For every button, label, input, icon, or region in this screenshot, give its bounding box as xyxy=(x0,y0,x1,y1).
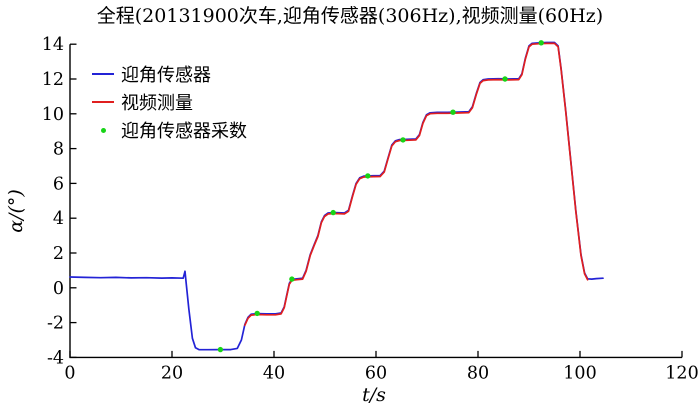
y-axis-label: α/(°) xyxy=(5,189,27,233)
red-line-swatch xyxy=(92,100,118,104)
y-tick-label: -2 xyxy=(47,314,64,334)
x-tick-label: 80 xyxy=(467,363,489,383)
legend-item-video: 视频测量 xyxy=(92,88,247,116)
x-tick-label: 40 xyxy=(263,363,285,383)
sample-point xyxy=(330,209,336,216)
y-tick-label: 2 xyxy=(53,244,64,264)
legend-item-sensor: 迎角传感器 xyxy=(92,60,247,88)
video-line-sample xyxy=(92,100,114,104)
legend-label: 迎角传感器采数 xyxy=(121,121,247,142)
y-tick-label: 8 xyxy=(53,140,64,160)
y-tick-label: 10 xyxy=(42,105,64,125)
sample-point xyxy=(254,310,260,317)
y-tick-label: 6 xyxy=(53,174,64,194)
green-dot-swatch xyxy=(92,127,118,133)
x-tick-label: 20 xyxy=(161,363,183,383)
video-line xyxy=(244,42,589,327)
x-axis-label: t/s xyxy=(362,384,386,406)
sample-point xyxy=(365,173,371,179)
legend: 迎角传感器 视频测量 迎角传感器采数 xyxy=(92,60,247,144)
sample-point xyxy=(450,109,456,115)
y-tick-label: 0 xyxy=(53,279,64,299)
x-tick-label: 0 xyxy=(64,363,75,383)
y-tick-label: -4 xyxy=(47,348,64,368)
sample-point xyxy=(289,276,295,282)
legend-label: 迎角传感器 xyxy=(121,65,211,86)
legend-label: 视频测量 xyxy=(121,93,193,114)
x-tick-label: 100 xyxy=(563,363,596,383)
y-tick-label: 4 xyxy=(53,209,64,229)
x-tick-label: 120 xyxy=(665,363,698,383)
sample-point xyxy=(502,76,508,82)
y-tick-label: 14 xyxy=(42,35,64,55)
sample-marker-sample xyxy=(101,127,106,133)
x-tick-label: 60 xyxy=(365,363,387,383)
sample-point xyxy=(217,346,224,353)
sensor-line-sample xyxy=(92,72,114,76)
sample-point xyxy=(400,137,406,143)
y-tick-label: 12 xyxy=(42,70,64,90)
blue-line-swatch xyxy=(92,72,118,76)
legend-item-samples: 迎角传感器采数 xyxy=(92,116,247,144)
sample-point xyxy=(538,40,544,46)
chart-title: 全程(20131900次车,迎角传感器(306Hz),视频测量(60Hz) xyxy=(96,5,604,27)
